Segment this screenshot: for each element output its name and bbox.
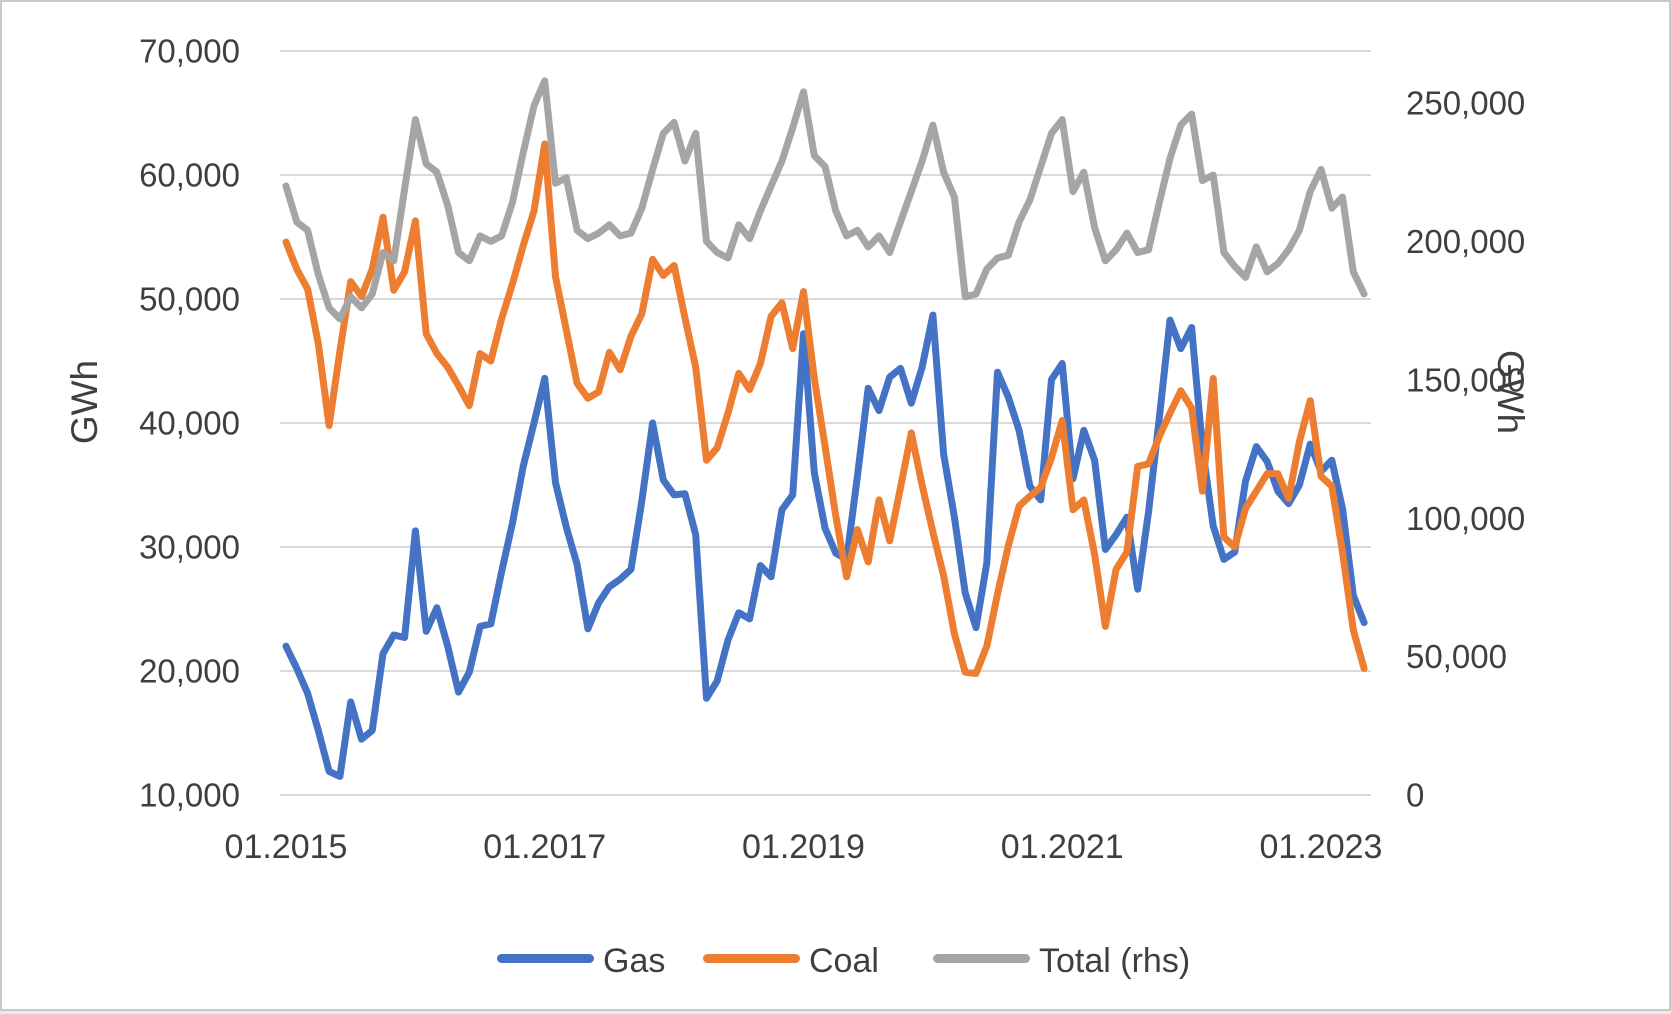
legend-swatch-gas: [497, 954, 594, 963]
gridlines: [280, 50, 1371, 796]
left-axis-tick-labels: 70,000 60,000 50,000 40,000 30,000 20,000 10,0…: [139, 33, 240, 814]
left-axis-tick: 50,000: [139, 281, 240, 318]
legend-label-gas: Gas: [603, 942, 665, 980]
right-axis-tick: 150,000: [1406, 361, 1525, 398]
right-axis-title: GWh: [1490, 350, 1531, 434]
series-lines: [282, 77, 1368, 780]
right-axis-tick: 250,000: [1406, 85, 1525, 122]
legend-item-coal: Coal: [703, 942, 879, 980]
series-line-total-rhs: [282, 77, 1368, 323]
left-axis-tick: 60,000: [139, 157, 240, 194]
left-axis-tick: 40,000: [139, 405, 240, 442]
x-axis-tick: 01.2017: [483, 828, 606, 866]
legend-swatch-total: [933, 954, 1030, 963]
left-axis-tick: 10,000: [139, 777, 240, 814]
legend-label-coal: Coal: [809, 942, 879, 980]
left-axis-tick: 20,000: [139, 653, 240, 690]
x-axis-tick-labels: 01.2015 01.2017 01.2019 01.2021 01.2023: [225, 828, 1383, 866]
legend: Gas Coal Total (rhs): [497, 942, 1190, 980]
legend-label-total: Total (rhs): [1039, 942, 1190, 980]
right-axis-tick: 200,000: [1406, 223, 1525, 260]
right-axis-tick-labels: 250,000 200,000 150,000 100,000 50,000 0: [1406, 85, 1525, 814]
x-axis-tick: 01.2019: [742, 828, 865, 866]
series-line-gas: [282, 311, 1368, 780]
left-axis-tick: 70,000: [139, 33, 240, 70]
series-line-coal: [282, 140, 1368, 677]
right-axis-tick: 100,000: [1406, 500, 1525, 537]
x-axis-tick: 01.2023: [1260, 828, 1383, 866]
legend-item-gas: Gas: [497, 942, 665, 980]
x-axis-tick: 01.2021: [1001, 828, 1124, 866]
legend-swatch-coal: [703, 954, 800, 963]
left-axis-title: GWh: [64, 360, 105, 444]
right-axis-tick: 50,000: [1406, 638, 1507, 675]
legend-item-total: Total (rhs): [933, 942, 1190, 980]
x-axis-tick: 01.2015: [225, 828, 348, 866]
left-axis-tick: 30,000: [139, 529, 240, 566]
right-axis-tick: 0: [1406, 777, 1424, 814]
